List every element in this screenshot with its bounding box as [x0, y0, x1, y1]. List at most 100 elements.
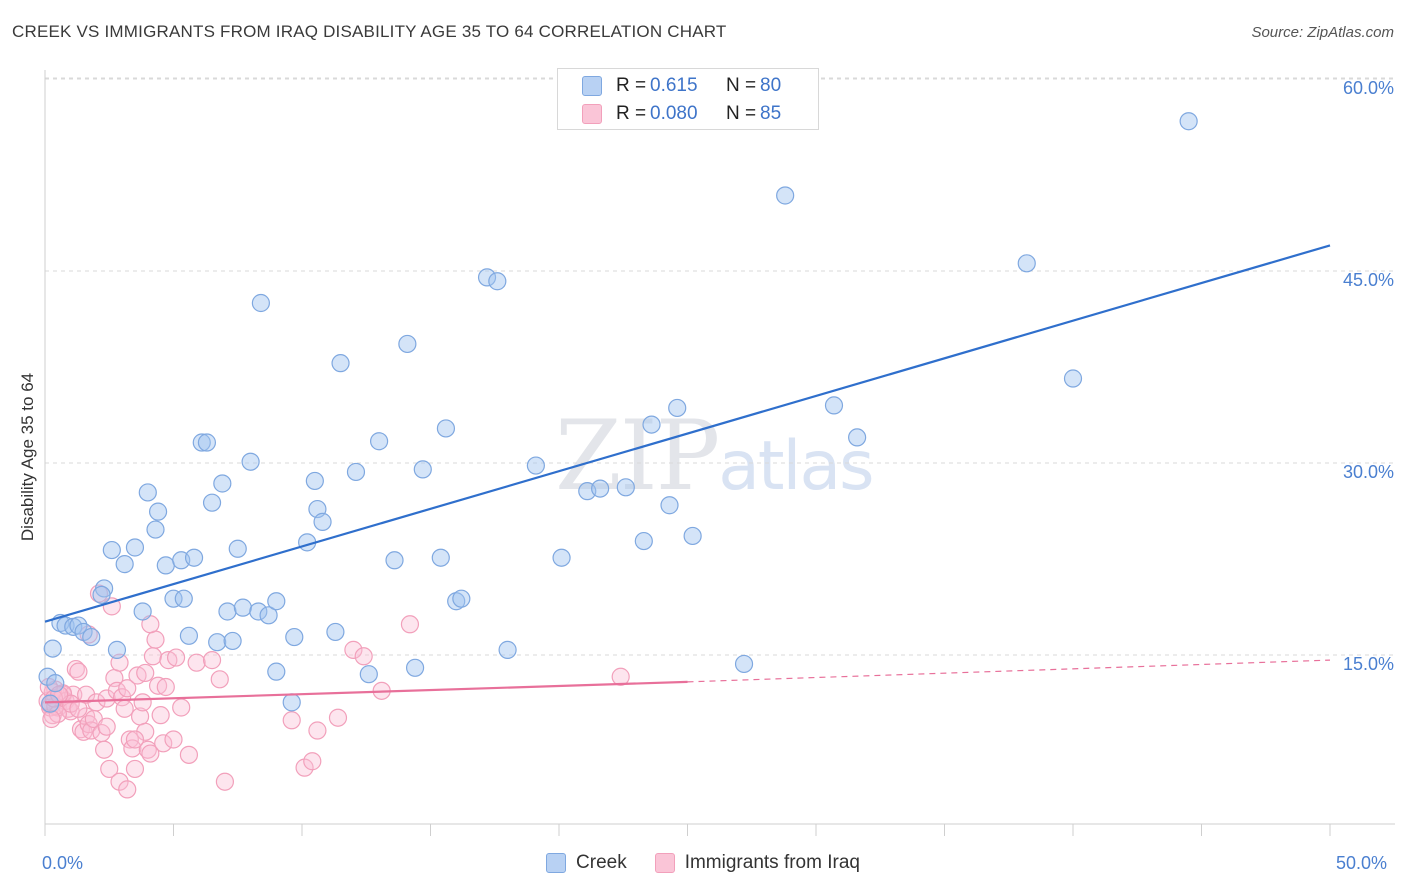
- creek-point: [192, 433, 211, 452]
- creek-point: [734, 654, 754, 674]
- iraq-point: [179, 745, 199, 764]
- x-tick-label-max: 50.0%: [1336, 853, 1388, 873]
- creek-point: [92, 585, 111, 604]
- iraq-point: [282, 711, 301, 730]
- iraq-point: [125, 759, 145, 779]
- legend-item-creek[interactable]: Creek: [546, 852, 627, 874]
- creek-point: [359, 665, 378, 684]
- creek-point: [776, 186, 795, 205]
- creek-point: [668, 398, 687, 418]
- legend-row-creek: R = 0.615 N = 80: [582, 74, 781, 98]
- gridlines: [45, 77, 1395, 656]
- legend-label-iraq: Immigrants from Iraq: [684, 852, 860, 873]
- y-tick-label: 45.0%: [1342, 270, 1394, 290]
- legend-row-iraq: R = 0.080 N = 85: [582, 102, 781, 126]
- iraq-point: [79, 625, 98, 644]
- creek-point: [683, 526, 702, 546]
- creek-point: [267, 592, 286, 611]
- iraq-point: [66, 659, 85, 679]
- legend-swatch-creek: [582, 76, 602, 96]
- creek-point: [156, 556, 175, 575]
- y-tick-label: 60.0%: [1342, 78, 1394, 98]
- series-iraq-points: [38, 584, 630, 799]
- creek-point: [1017, 254, 1036, 273]
- legend-n-label: N =: [726, 103, 757, 124]
- creek-point: [233, 598, 252, 617]
- creek-point: [405, 658, 425, 677]
- creek-point: [184, 548, 204, 567]
- creek-point: [552, 548, 571, 567]
- creek-point: [218, 602, 237, 621]
- iraq-point: [100, 759, 119, 779]
- creek-point: [228, 539, 247, 558]
- creek-point: [259, 606, 278, 625]
- creek-point: [148, 502, 168, 521]
- iraq-point: [118, 679, 137, 698]
- legend-label-creek: Creek: [576, 852, 627, 873]
- iraq-point: [611, 667, 630, 686]
- creek-point: [164, 589, 183, 608]
- legend-r-value: 0.080: [650, 103, 698, 124]
- creek-point: [498, 640, 517, 659]
- iraq-point: [308, 721, 327, 740]
- series-creek-points: [38, 112, 1198, 713]
- creek-point: [133, 602, 152, 621]
- iraq-trend-extension: [687, 659, 1331, 683]
- creek-point: [174, 589, 193, 608]
- creek-point: [526, 456, 545, 475]
- trend-lines: [44, 244, 1331, 704]
- iraq-point: [202, 651, 222, 670]
- source-label: Source: ZipAtlas.com: [1251, 24, 1394, 41]
- creek-point: [213, 474, 232, 493]
- iraq-point: [112, 688, 132, 707]
- y-tick-label: 30.0%: [1342, 462, 1394, 482]
- creek-point: [326, 622, 345, 642]
- iraq-point: [141, 744, 160, 763]
- iraq-point: [42, 709, 61, 729]
- creek-point: [1063, 369, 1083, 388]
- iraq-point: [110, 772, 129, 791]
- creek-point: [282, 693, 301, 712]
- creek-point: [591, 479, 610, 498]
- creek-point: [138, 483, 157, 502]
- creek-point: [179, 626, 199, 645]
- iraq-point: [156, 677, 175, 697]
- creek-point: [251, 293, 270, 313]
- legend-swatch-creek: [546, 853, 567, 873]
- creek-point: [1179, 112, 1198, 131]
- iraq-point: [87, 693, 106, 712]
- creek-point: [431, 548, 450, 567]
- iraq-point: [354, 647, 373, 666]
- creek-point: [267, 662, 286, 681]
- iraq-point: [148, 676, 168, 695]
- iraq-point: [154, 734, 173, 753]
- iraq-point: [166, 648, 186, 667]
- creek-point: [41, 694, 60, 713]
- creek-point: [223, 631, 242, 651]
- iraq-point: [95, 740, 114, 759]
- iraq-point: [344, 640, 363, 659]
- iraq-point: [136, 722, 155, 741]
- creek-point: [477, 268, 497, 287]
- creek-point: [370, 432, 389, 451]
- iraq-point: [69, 662, 88, 681]
- axes: [44, 70, 1395, 836]
- creek-point: [241, 452, 260, 471]
- iraq-point: [143, 647, 163, 666]
- creek-point: [331, 354, 350, 373]
- legend-box: R = 0.615 N = 80 R = 0.080 N = 85: [557, 68, 819, 130]
- iraq-trend-line: [44, 680, 688, 704]
- creek-point: [634, 531, 653, 551]
- creek-point: [848, 428, 867, 447]
- creek-point: [197, 433, 217, 452]
- creek-point: [125, 538, 145, 557]
- creek-point: [385, 551, 404, 570]
- creek-point: [313, 512, 332, 531]
- creek-point: [436, 419, 456, 438]
- creek-point: [346, 462, 366, 482]
- creek-point: [56, 616, 75, 635]
- creek-point: [285, 627, 304, 647]
- iraq-point: [118, 780, 137, 799]
- legend-item-iraq[interactable]: Immigrants from Iraq: [654, 852, 860, 874]
